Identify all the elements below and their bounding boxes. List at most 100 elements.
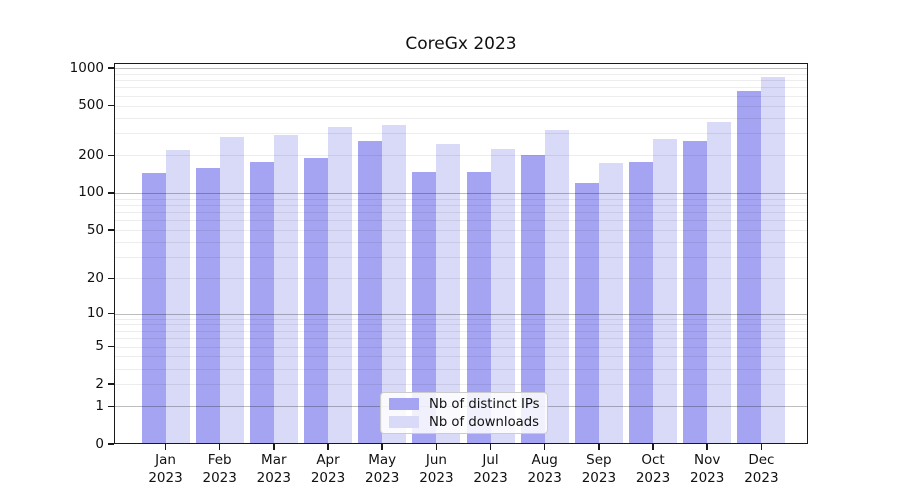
- bar-distinct-ips-feb: [195, 168, 220, 444]
- x-tick-label: May 2023: [365, 452, 400, 486]
- bar-downloads-dec: [761, 76, 786, 444]
- gridline-minor: [114, 384, 808, 386]
- gridline-minor: [114, 338, 808, 340]
- gridline-major: [114, 68, 808, 69]
- legend-item-downloads: Nb of downloads: [389, 414, 539, 430]
- x-tick-mark: [598, 444, 600, 450]
- x-tick-label: Jul 2023: [473, 452, 508, 486]
- bar-downloads-nov: [707, 122, 732, 444]
- bar-downloads-aug: [544, 130, 569, 444]
- gridline-minor: [114, 220, 808, 222]
- x-tick-mark: [435, 444, 438, 450]
- y-tick-mark: [108, 192, 114, 194]
- gridline-minor: [114, 87, 808, 89]
- gridline-minor: [114, 230, 808, 231]
- bar-downloads-may: [382, 124, 407, 444]
- gridline-minor: [114, 318, 808, 320]
- y-tick-mark: [108, 383, 114, 385]
- legend-item-distinct-ips: Nb of distinct IPs: [389, 396, 540, 412]
- x-tick-mark: [760, 444, 763, 450]
- x-tick-label: Apr 2023: [310, 452, 346, 486]
- x-tick-mark: [652, 444, 654, 450]
- bar-downloads-sep: [598, 162, 623, 444]
- x-tick-mark: [706, 444, 708, 450]
- bar-downloads-mar: [273, 134, 298, 444]
- y-tick-label: 1: [95, 397, 104, 414]
- gridline-minor: [114, 330, 808, 332]
- gridline-minor: [114, 155, 808, 157]
- bar-downloads-jan: [165, 150, 190, 444]
- legend-label-distinct-ips: Nb of distinct IPs: [429, 396, 540, 412]
- x-tick-label: Aug 2023: [527, 452, 562, 486]
- bar-downloads-oct: [653, 139, 677, 444]
- gridline-minor: [114, 368, 808, 370]
- x-tick-label: Sep 2023: [581, 452, 617, 486]
- y-tick-mark: [108, 229, 114, 231]
- y-tick-label: 500: [78, 97, 104, 114]
- y-tick-label: 2: [95, 375, 104, 392]
- x-tick-label: Nov 2023: [690, 452, 725, 486]
- bar-distinct-ips-apr: [304, 158, 328, 444]
- x-tick-label: Jun 2023: [419, 452, 454, 486]
- gridline-major: [114, 192, 808, 194]
- gridline-minor: [114, 257, 808, 259]
- gridline-minor: [114, 356, 808, 358]
- bar-distinct-ips-dec: [737, 90, 762, 444]
- gridline-minor: [114, 241, 808, 243]
- chart-title: CoreGx 2023: [405, 34, 517, 54]
- x-tick-label: Dec 2023: [744, 452, 779, 486]
- legend-swatch-distinct-ips-icon: [389, 398, 419, 410]
- bar-distinct-ips-sep: [574, 183, 599, 444]
- y-tick-label: 100: [78, 184, 104, 201]
- x-tick-label: Jan 2023: [148, 452, 183, 486]
- gridline-major: [114, 313, 808, 315]
- y-tick-label: 50: [86, 221, 104, 238]
- x-tick-label: Mar 2023: [256, 452, 291, 486]
- y-tick-mark: [108, 104, 114, 107]
- y-tick-label: 1000: [69, 59, 104, 76]
- grid-layer: [114, 63, 808, 444]
- x-tick-mark: [543, 444, 546, 450]
- gridline-minor: [114, 324, 808, 326]
- y-tick-label: 5: [95, 338, 104, 354]
- y-tick-mark: [108, 67, 114, 69]
- gridline-minor: [114, 198, 808, 200]
- y-tick-mark: [108, 277, 114, 280]
- x-tick-label: Feb 2023: [202, 452, 237, 486]
- x-tick-mark: [273, 444, 275, 450]
- y-tick-label: 0: [95, 435, 104, 452]
- gridline-minor: [114, 73, 808, 75]
- y-tick-label: 20: [86, 269, 104, 286]
- gridline-minor: [114, 80, 808, 82]
- gridline-minor: [114, 346, 808, 348]
- y-tick-mark: [108, 312, 114, 315]
- y-tick-mark: [108, 443, 114, 445]
- x-tick-mark: [164, 444, 167, 450]
- gridline-minor: [114, 105, 808, 107]
- y-tick-label: 10: [86, 305, 104, 321]
- y-tick-label: 200: [78, 146, 104, 163]
- y-tick-mark: [108, 154, 114, 157]
- x-tick-mark: [327, 444, 329, 450]
- bar-distinct-ips-may: [358, 140, 383, 444]
- x-tick-mark: [489, 444, 492, 450]
- bar-downloads-feb: [219, 137, 244, 444]
- gridline-minor: [114, 117, 808, 119]
- gridline-minor: [114, 204, 808, 206]
- gridline-minor: [114, 95, 808, 97]
- x-tick-label: Oct 2023: [635, 452, 671, 486]
- gridline-minor: [114, 212, 808, 213]
- legend: Nb of distinct IPs Nb of downloads: [380, 392, 548, 434]
- x-tick-mark: [381, 444, 383, 450]
- bar-downloads-apr: [328, 127, 352, 444]
- gridline-minor: [114, 133, 808, 135]
- y-tick-mark: [108, 345, 114, 348]
- bar-distinct-ips-oct: [629, 162, 653, 444]
- bar-distinct-ips-mar: [249, 162, 274, 444]
- plot-area: Nb of distinct IPs Nb of downloads: [114, 63, 808, 444]
- x-tick-mark: [218, 444, 221, 450]
- bar-distinct-ips-jan: [141, 172, 166, 444]
- gridline-minor: [114, 278, 808, 280]
- legend-label-downloads: Nb of downloads: [429, 414, 539, 430]
- bar-distinct-ips-nov: [683, 141, 708, 444]
